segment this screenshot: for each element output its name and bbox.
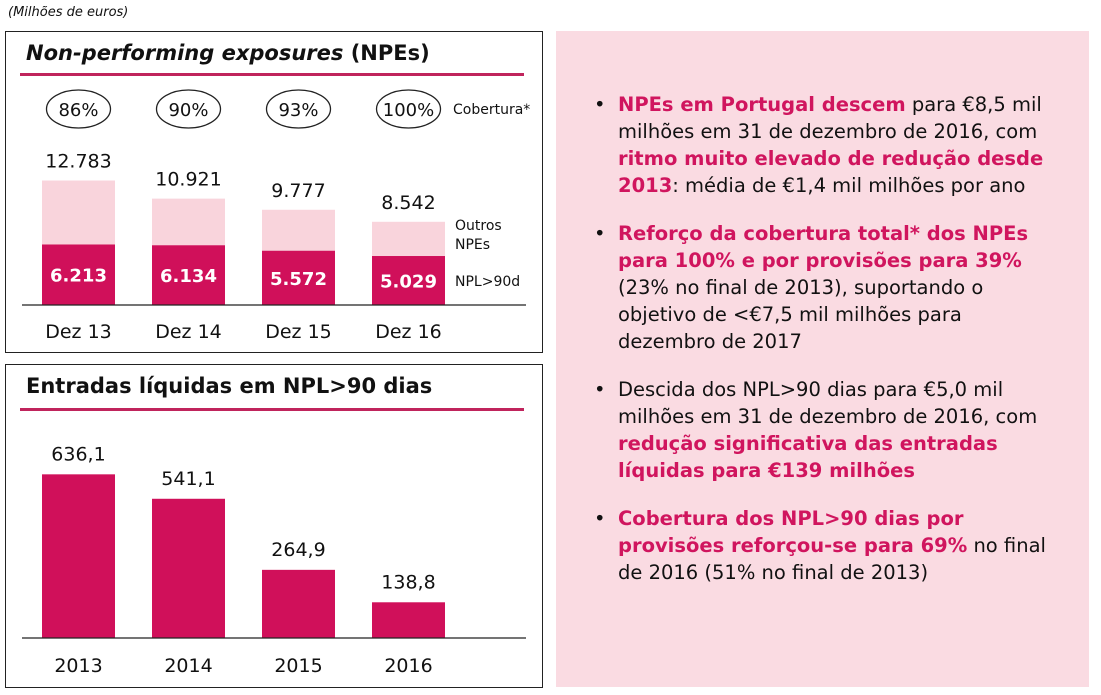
highlight-text: redução significativa das entradas líqui…: [618, 432, 998, 482]
coverage-value: 86%: [58, 100, 98, 121]
bar-npl90d: [262, 250, 335, 305]
bar-npl-inflows: [152, 498, 225, 638]
coverage-value: 93%: [278, 100, 318, 121]
bullet-text: no final de 2016 (51% no final de 2013): [618, 534, 1046, 584]
coverage-value: 100%: [383, 100, 434, 121]
x-axis-label: Dez 15: [265, 321, 332, 343]
bar-outros-npes: [42, 180, 115, 245]
npl-inflows-chart-title: Entradas líquidas em NPL>90 dias: [26, 374, 433, 398]
bar-npl90d: [152, 245, 225, 305]
coverage-legend: Cobertura*: [453, 102, 530, 118]
bar-npl-inflows: [42, 474, 115, 638]
x-axis-label: 2016: [384, 655, 432, 677]
bullet-text: : média de €1,4 mil milhões por ano: [672, 174, 1026, 197]
x-axis-label: 2013: [54, 655, 102, 677]
bullet-text: Descida dos NPL>90 dias para €5,0 mil mi…: [618, 378, 1038, 428]
title-underline: [20, 73, 524, 76]
commentary-bullet: • Cobertura dos NPL>90 dias por provisões…: [594, 505, 1054, 586]
npl90d-value-label: 5.029: [380, 272, 437, 293]
bar-npl-inflows: [262, 569, 335, 638]
legend-outros-npes: NPEs: [455, 237, 490, 253]
coverage-ellipse: [45, 89, 112, 129]
commentary-bullet-list: • NPEs em Portugal descem para €8,5 mil m…: [594, 91, 1054, 607]
coverage-ellipse: [265, 89, 332, 129]
units-label: (Milhões de euros): [8, 5, 129, 20]
coverage-value: 90%: [168, 100, 208, 121]
legend-outros-npes: Outros: [455, 218, 502, 234]
npe-chart-panel: Non-performing exposures (NPEs) 6.213 12.…: [5, 31, 543, 353]
npe-stacked-bar-chart: 6.213 12.783 86% Dez 13 6.134 10.921 90% Dez 14…: [22, 89, 530, 343]
npe-chart-title: Non-performing exposures (NPEs): [26, 41, 430, 65]
x-axis-label: Dez 16: [375, 321, 442, 343]
bar-npl90d: [42, 244, 115, 305]
npl90d-value-label: 6.134: [160, 266, 217, 287]
legend-npl90d: NPL>90d: [455, 274, 520, 290]
bar-value-label: 636,1: [51, 443, 105, 465]
npl90d-value-label: 5.572: [270, 269, 327, 290]
bar-npl90d: [372, 256, 445, 305]
commentary-bullet: • Reforço da cobertura total* dos NPEs pa…: [594, 220, 1054, 355]
bullet-marker: •: [594, 507, 606, 530]
highlight-text: Cobertura dos NPL>90 dias por provisões …: [618, 507, 968, 557]
bar-outros-npes: [262, 209, 335, 251]
x-axis-label: Dez 13: [45, 321, 112, 343]
commentary-bullet: • Descida dos NPL>90 dias para €5,0 mil m…: [594, 376, 1054, 484]
bullet-marker: •: [594, 378, 606, 401]
npl-inflows-bar-chart: 636,1 2013 541,1 2014 264,9 2015 138,8 2016: [22, 443, 526, 677]
bar-value-label: 541,1: [161, 468, 215, 490]
coverage-ellipse: [155, 89, 222, 129]
highlight-text: Reforço da cobertura total* dos NPEs par…: [618, 222, 1029, 272]
x-axis-label: 2015: [274, 655, 322, 677]
highlight-text: ritmo muito elevado de redução desde 201…: [618, 147, 1044, 197]
npl-inflows-chart-panel: Entradas líquidas em NPL>90 dias 636,1 20…: [5, 364, 543, 688]
coverage-ellipse: [375, 89, 442, 129]
npl90d-value-label: 6.213: [50, 266, 107, 287]
bullet-marker: •: [594, 222, 606, 245]
highlight-text: NPEs em Portugal descem: [618, 93, 906, 116]
npe-total-label: 9.777: [271, 180, 325, 202]
bar-npl-inflows: [372, 602, 445, 638]
bullet-text: (23% no final de 2013), suportando o obj…: [618, 276, 984, 353]
npe-total-label: 8.542: [381, 192, 435, 214]
bullet-text: para €8,5 mil milhões em 31 de dezembro …: [618, 93, 1042, 143]
bar-value-label: 138,8: [381, 571, 435, 593]
commentary-bullet: • NPEs em Portugal descem para €8,5 mil m…: [594, 91, 1054, 199]
bar-outros-npes: [152, 198, 225, 246]
bullet-marker: •: [594, 93, 606, 116]
x-axis-label: Dez 14: [155, 321, 222, 343]
bar-outros-npes: [372, 221, 445, 257]
x-axis-label: 2014: [164, 655, 212, 677]
npe-total-label: 10.921: [155, 169, 221, 191]
bar-value-label: 264,9: [271, 539, 325, 561]
commentary-box: [556, 31, 1089, 687]
title-underline: [20, 408, 524, 411]
npe-total-label: 12.783: [45, 150, 111, 172]
